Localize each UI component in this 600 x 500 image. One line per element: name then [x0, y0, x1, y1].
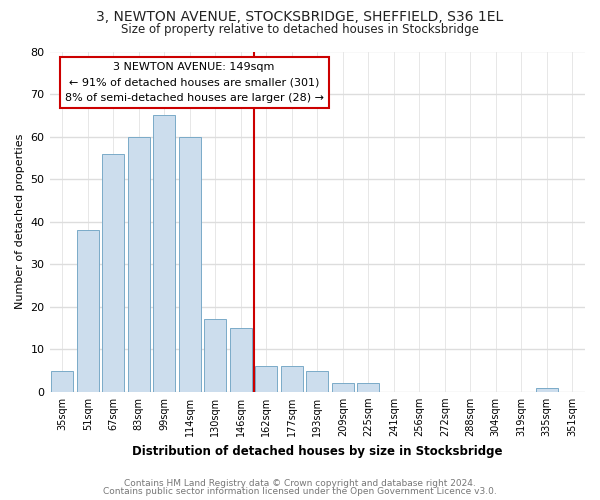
Bar [77, 230, 98, 392]
Bar [536, 388, 557, 392]
Bar [205, 320, 226, 392]
Bar [52, 370, 73, 392]
Text: Contains HM Land Registry data © Crown copyright and database right 2024.: Contains HM Land Registry data © Crown c… [124, 478, 476, 488]
Bar [256, 366, 277, 392]
Text: Contains public sector information licensed under the Open Government Licence v3: Contains public sector information licen… [103, 487, 497, 496]
Bar [103, 154, 124, 392]
Bar [128, 136, 149, 392]
Bar [179, 136, 200, 392]
Text: 3, NEWTON AVENUE, STOCKSBRIDGE, SHEFFIELD, S36 1EL: 3, NEWTON AVENUE, STOCKSBRIDGE, SHEFFIEL… [97, 10, 503, 24]
X-axis label: Distribution of detached houses by size in Stocksbridge: Distribution of detached houses by size … [132, 444, 503, 458]
Text: 3 NEWTON AVENUE: 149sqm
← 91% of detached houses are smaller (301)
8% of semi-de: 3 NEWTON AVENUE: 149sqm ← 91% of detache… [65, 62, 323, 103]
Bar [281, 366, 302, 392]
Y-axis label: Number of detached properties: Number of detached properties [15, 134, 25, 310]
Bar [154, 116, 175, 392]
Text: Size of property relative to detached houses in Stocksbridge: Size of property relative to detached ho… [121, 22, 479, 36]
Bar [307, 370, 328, 392]
Bar [332, 384, 353, 392]
Bar [358, 384, 379, 392]
Bar [230, 328, 251, 392]
